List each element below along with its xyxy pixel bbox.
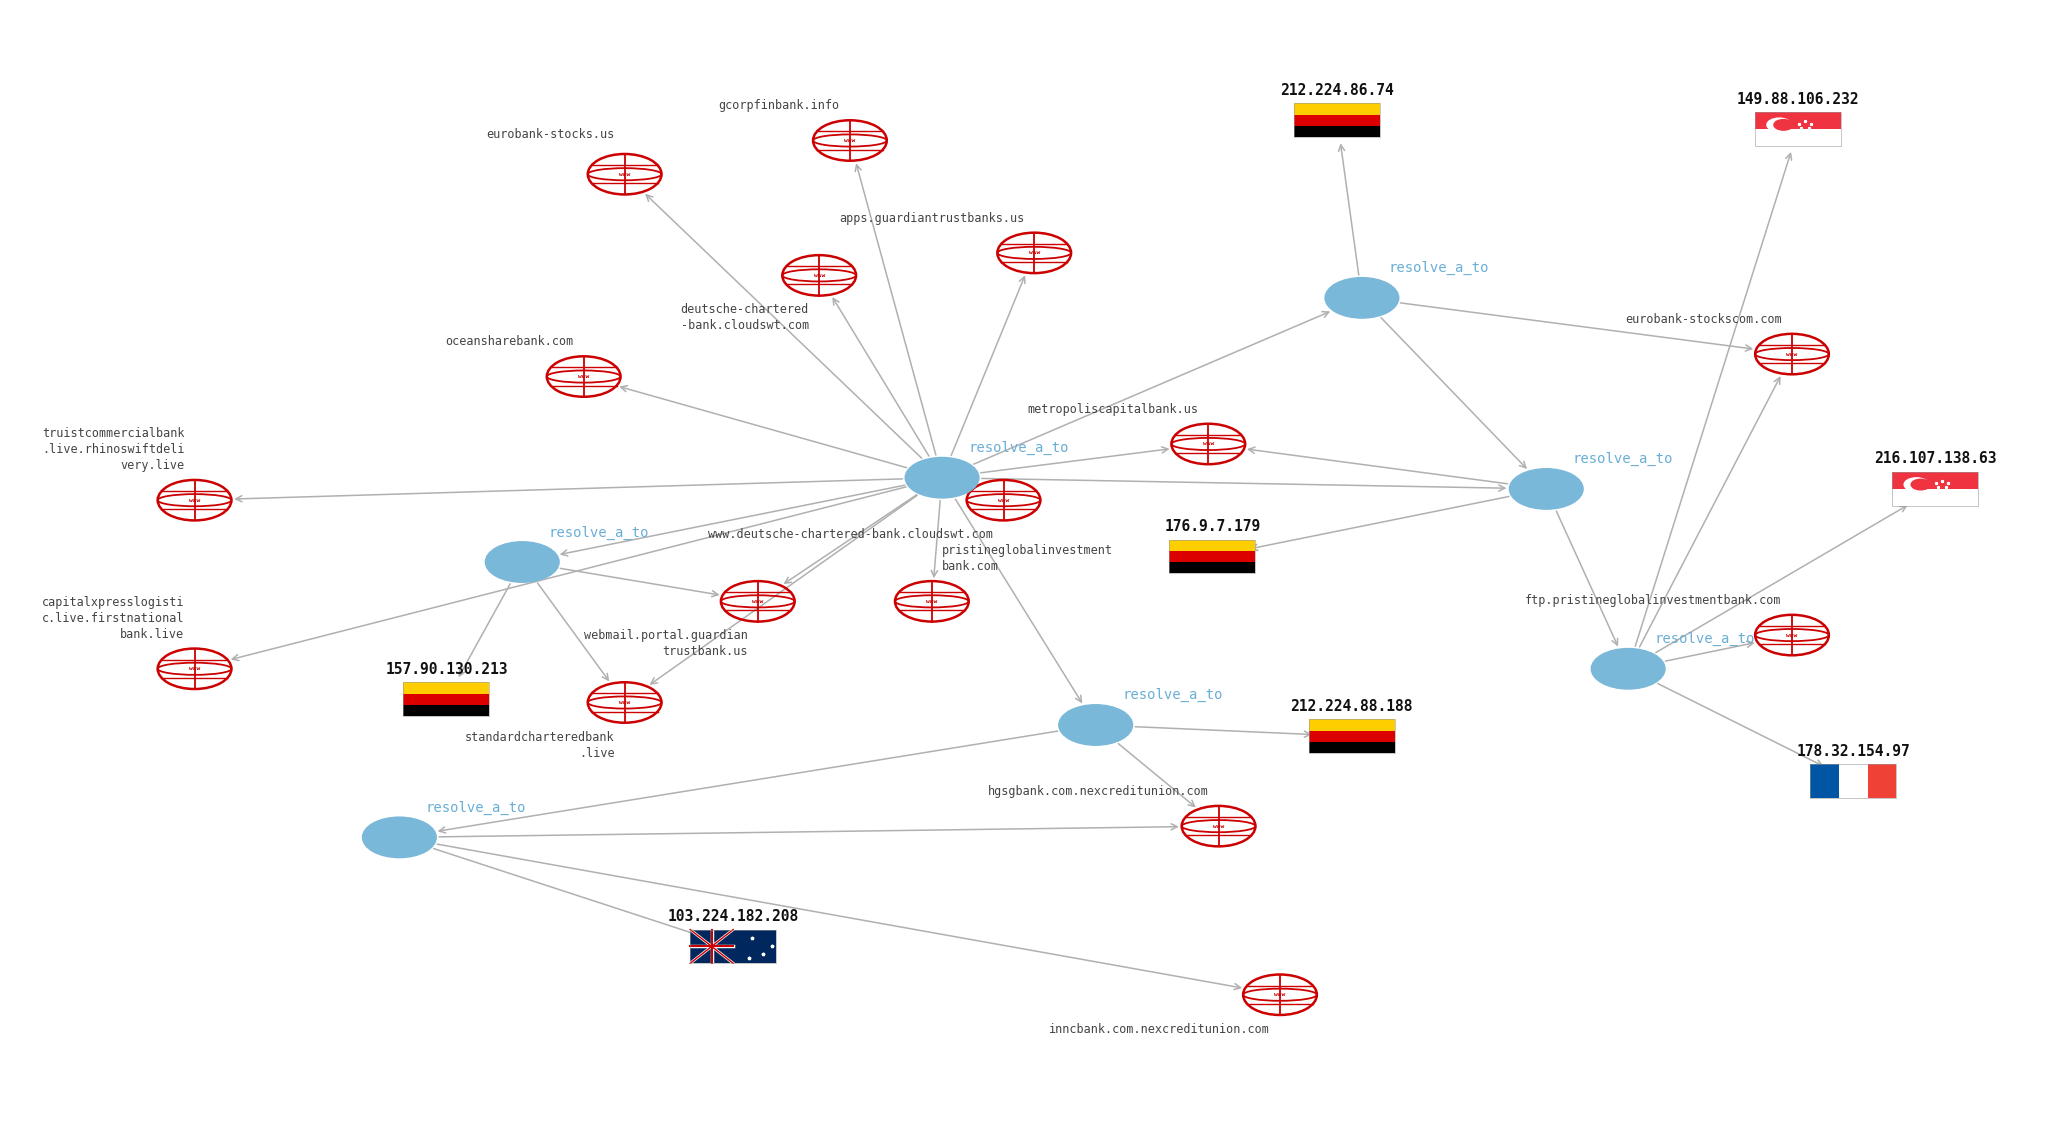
- Text: www: www: [578, 374, 590, 379]
- Text: resolve_a_to: resolve_a_to: [1573, 452, 1673, 466]
- Bar: [1309, 719, 1395, 731]
- Text: hgsgbank.com.nexcreditunion.com: hgsgbank.com.nexcreditunion.com: [987, 785, 1208, 798]
- Bar: [1892, 472, 1978, 506]
- Text: webmail.portal.guardian
trustbank.us: webmail.portal.guardian trustbank.us: [584, 629, 748, 659]
- Text: gcorpfinbank.info: gcorpfinbank.info: [719, 99, 840, 112]
- Bar: [403, 694, 489, 705]
- Text: resolve_a_to: resolve_a_to: [969, 441, 1069, 455]
- Circle shape: [905, 457, 979, 498]
- Text: metropoliscapitalbank.us: metropoliscapitalbank.us: [1028, 402, 1198, 416]
- Circle shape: [1911, 479, 1931, 490]
- Text: www: www: [997, 498, 1010, 502]
- Text: www: www: [926, 599, 938, 604]
- Text: www: www: [752, 599, 764, 604]
- Text: resolve_a_to: resolve_a_to: [1122, 688, 1223, 702]
- Text: 212.224.88.188: 212.224.88.188: [1290, 699, 1413, 714]
- Circle shape: [1905, 478, 1929, 491]
- Text: 178.32.154.97: 178.32.154.97: [1796, 744, 1911, 759]
- Bar: [1294, 103, 1380, 115]
- Text: 103.224.182.208: 103.224.182.208: [668, 909, 799, 924]
- Text: www: www: [1212, 824, 1225, 828]
- Circle shape: [1767, 118, 1792, 132]
- Text: 149.88.106.232: 149.88.106.232: [1737, 92, 1860, 107]
- Text: www.deutsche-chartered-bank.cloudswt.com: www.deutsche-chartered-bank.cloudswt.com: [709, 528, 993, 542]
- Bar: [1294, 115, 1380, 126]
- Text: apps.guardiantrustbanks.us: apps.guardiantrustbanks.us: [840, 211, 1024, 225]
- Bar: [1294, 103, 1380, 137]
- Text: pristineglobalinvestment
bank.com: pristineglobalinvestment bank.com: [942, 544, 1112, 573]
- Text: resolve_a_to: resolve_a_to: [1389, 261, 1489, 275]
- Bar: [690, 930, 776, 963]
- Bar: [1892, 472, 1978, 489]
- Text: eurobank-stockscom.com: eurobank-stockscom.com: [1624, 312, 1782, 326]
- Text: resolve_a_to: resolve_a_to: [549, 525, 649, 540]
- Text: deutsche-chartered
-bank.cloudswt.com: deutsche-chartered -bank.cloudswt.com: [680, 303, 809, 333]
- Bar: [1169, 540, 1255, 573]
- Bar: [1892, 489, 1978, 506]
- Bar: [1868, 764, 1896, 798]
- Text: resolve_a_to: resolve_a_to: [1655, 632, 1755, 646]
- Circle shape: [1591, 649, 1665, 689]
- Bar: [403, 682, 489, 716]
- Bar: [1755, 129, 1841, 146]
- Text: www: www: [1028, 251, 1040, 255]
- Text: www: www: [618, 172, 631, 176]
- Text: standardcharteredbank
.live: standardcharteredbank .live: [465, 731, 614, 760]
- Text: truistcommercialbank
.live.rhinoswiftdeli
very.live: truistcommercialbank .live.rhinoswiftdel…: [41, 427, 184, 472]
- Bar: [1169, 540, 1255, 551]
- Text: 176.9.7.179: 176.9.7.179: [1165, 519, 1260, 534]
- Text: 216.107.138.63: 216.107.138.63: [1874, 452, 1997, 466]
- Bar: [1755, 112, 1841, 129]
- Bar: [1839, 764, 1868, 798]
- Bar: [403, 705, 489, 716]
- Text: www: www: [188, 498, 201, 502]
- Circle shape: [1059, 705, 1133, 745]
- Bar: [1810, 764, 1839, 798]
- Circle shape: [1774, 119, 1794, 130]
- Text: www: www: [844, 138, 856, 143]
- Bar: [1810, 764, 1896, 798]
- Circle shape: [1325, 278, 1399, 318]
- Text: oceansharebank.com: oceansharebank.com: [444, 335, 573, 348]
- Text: www: www: [1786, 352, 1798, 356]
- Bar: [403, 682, 489, 694]
- Text: www: www: [813, 273, 825, 278]
- Bar: [1309, 731, 1395, 742]
- Text: 157.90.130.213: 157.90.130.213: [385, 662, 508, 677]
- Circle shape: [362, 817, 436, 858]
- Text: www: www: [1202, 442, 1214, 446]
- Bar: [1309, 742, 1395, 753]
- Text: resolve_a_to: resolve_a_to: [426, 800, 526, 815]
- Text: ftp.pristineglobalinvestmentbank.com: ftp.pristineglobalinvestmentbank.com: [1526, 593, 1782, 607]
- Bar: [1294, 126, 1380, 137]
- Text: capitalxpresslogisti
c.live.firstnational
bank.live: capitalxpresslogisti c.live.firstnationa…: [41, 596, 184, 641]
- Bar: [1309, 719, 1395, 753]
- Bar: [1755, 112, 1841, 146]
- Text: eurobank-stocks.us: eurobank-stocks.us: [485, 127, 614, 140]
- Text: www: www: [1274, 992, 1286, 997]
- Text: www: www: [1786, 633, 1798, 637]
- Text: www: www: [188, 667, 201, 671]
- Text: 212.224.86.74: 212.224.86.74: [1280, 83, 1395, 98]
- Bar: [1169, 562, 1255, 573]
- Bar: [690, 930, 776, 963]
- Circle shape: [1509, 469, 1583, 509]
- Text: inncbank.com.nexcreditunion.com: inncbank.com.nexcreditunion.com: [1049, 1023, 1270, 1036]
- Bar: [1169, 551, 1255, 562]
- Circle shape: [485, 542, 559, 582]
- Text: www: www: [618, 700, 631, 705]
